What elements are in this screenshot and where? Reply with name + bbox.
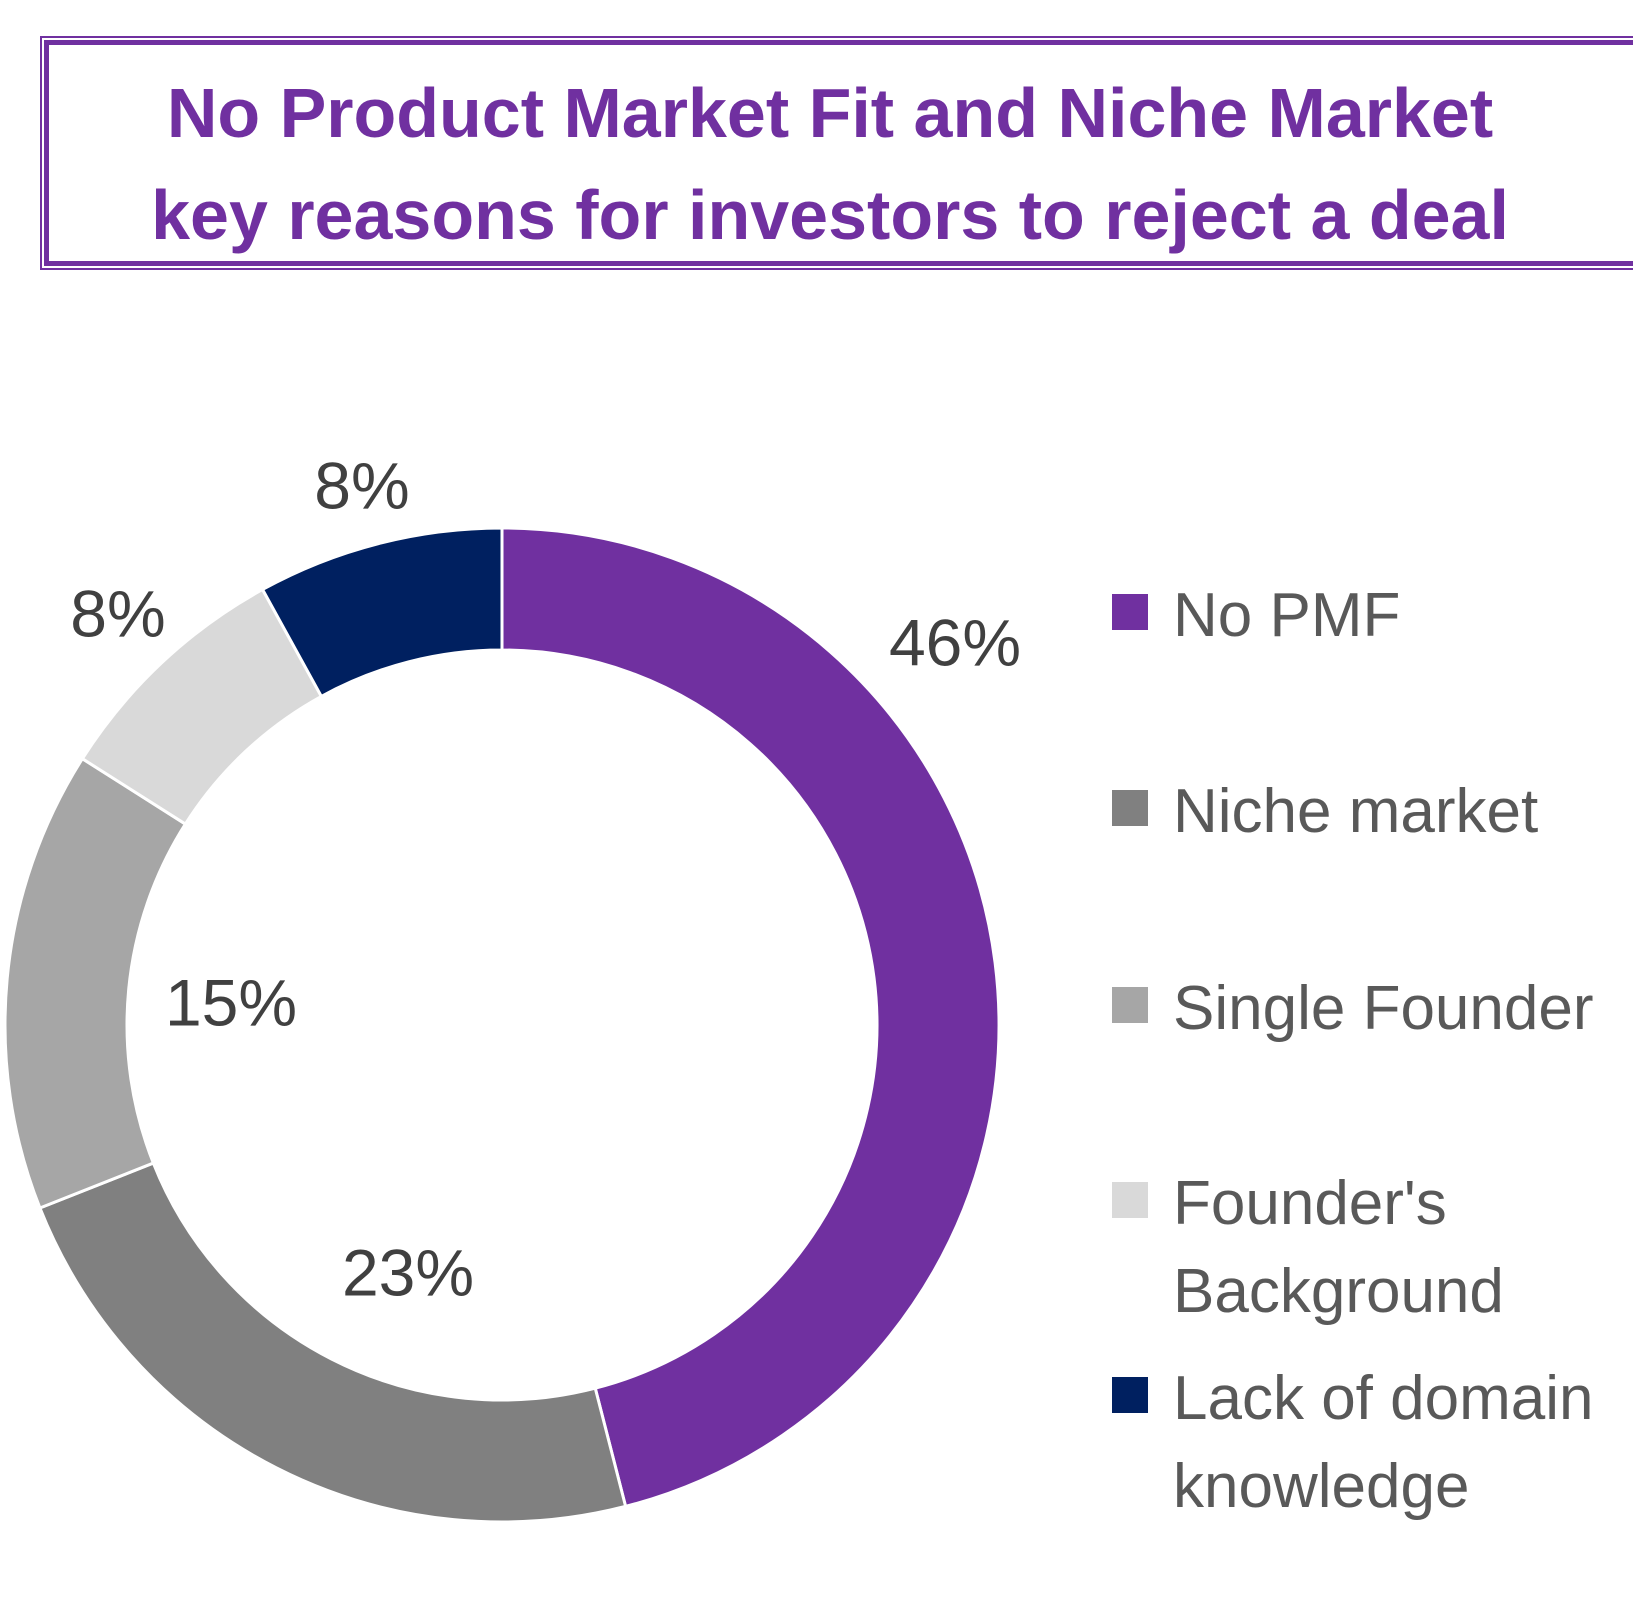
data-label: 23% (342, 1235, 474, 1309)
legend-swatch (1112, 987, 1148, 1023)
data-label: 8% (314, 448, 409, 522)
data-label: 15% (165, 965, 297, 1039)
donut-slice (37, 1161, 628, 1524)
donut-slice (260, 526, 504, 699)
data-label: 8% (70, 576, 165, 650)
legend-swatch (1112, 1182, 1148, 1218)
legend-swatch (1112, 594, 1148, 630)
legend-label: No PMF (1173, 581, 1401, 650)
donut-slice (3, 756, 188, 1210)
legend-swatch (1112, 790, 1148, 826)
donut-slice (500, 526, 1001, 1509)
legend-label: Lack of domain knowledge (1173, 1364, 1594, 1521)
title-box (40, 36, 1633, 270)
legend-swatch (1112, 1377, 1148, 1413)
legend-label: Niche market (1173, 777, 1539, 846)
legend-label: Founder's Background (1173, 1169, 1504, 1326)
chart-title: No Product Market Fit and Niche Market k… (151, 74, 1509, 254)
legend-label: Single Founder (1173, 974, 1594, 1043)
data-label: 46% (889, 605, 1021, 679)
